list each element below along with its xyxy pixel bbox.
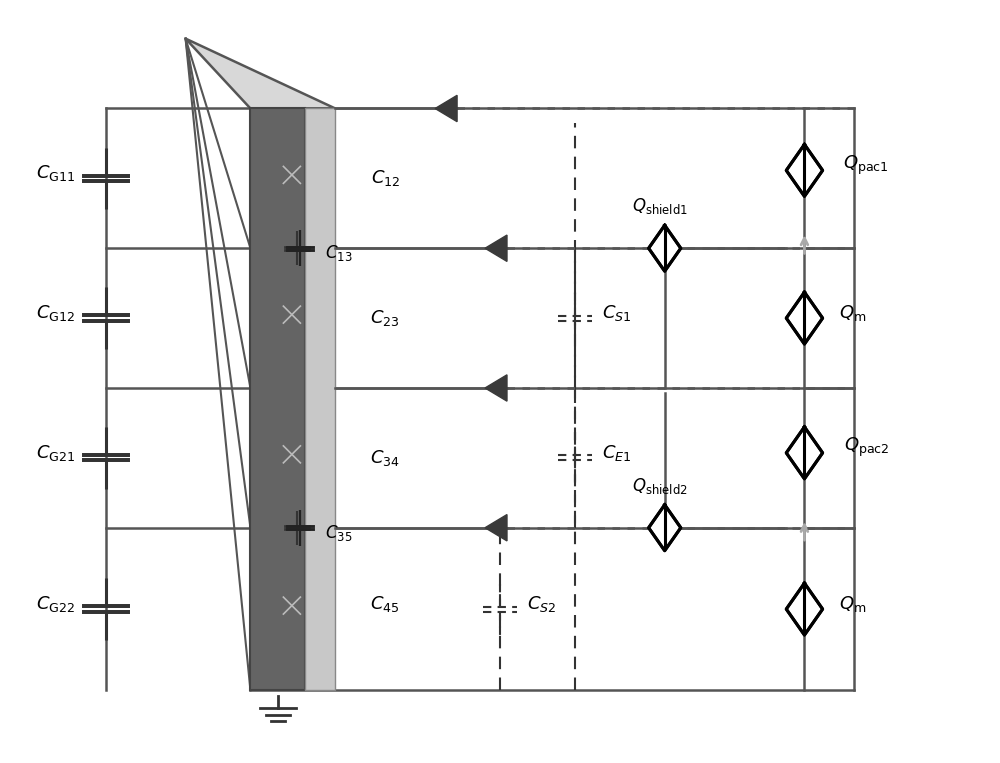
Text: $C_\mathrm{G12}$: $C_\mathrm{G12}$ — [36, 303, 75, 323]
Text: $Q_\mathrm{pac2}$: $Q_\mathrm{pac2}$ — [844, 436, 889, 459]
Text: $C_{13}$: $C_{13}$ — [325, 243, 352, 263]
Text: $C_\mathrm{G11}$: $C_\mathrm{G11}$ — [36, 163, 75, 183]
Polygon shape — [305, 108, 335, 691]
Polygon shape — [786, 144, 823, 196]
Text: $C_{12}$: $C_{12}$ — [371, 169, 400, 188]
Text: $C_{45}$: $C_{45}$ — [370, 594, 400, 614]
Text: $Q_\mathrm{m}$: $Q_\mathrm{m}$ — [839, 594, 866, 614]
Polygon shape — [485, 235, 507, 262]
Polygon shape — [250, 108, 305, 691]
Polygon shape — [649, 505, 681, 551]
Text: $C_{S1}$: $C_{S1}$ — [602, 303, 632, 323]
Polygon shape — [786, 292, 823, 344]
Text: $C_\mathrm{G22}$: $C_\mathrm{G22}$ — [36, 594, 75, 614]
Text: $C_{23}$: $C_{23}$ — [370, 308, 400, 328]
Text: $C_\mathrm{G21}$: $C_\mathrm{G21}$ — [36, 443, 75, 463]
Polygon shape — [786, 583, 823, 635]
Polygon shape — [786, 427, 823, 479]
Text: $Q_\mathrm{shield2}$: $Q_\mathrm{shield2}$ — [632, 476, 688, 496]
Polygon shape — [186, 39, 335, 108]
Text: $C_{34}$: $C_{34}$ — [370, 448, 400, 468]
Polygon shape — [649, 225, 681, 271]
Polygon shape — [485, 375, 507, 401]
Text: $Q_\mathrm{shield1}$: $Q_\mathrm{shield1}$ — [632, 196, 688, 217]
Text: $Q_\mathrm{m}$: $Q_\mathrm{m}$ — [839, 303, 866, 323]
Text: $C_{E1}$: $C_{E1}$ — [602, 443, 631, 463]
Text: $C_{S2}$: $C_{S2}$ — [527, 594, 557, 614]
Polygon shape — [485, 514, 507, 541]
Polygon shape — [435, 95, 457, 121]
Text: $Q_\mathrm{pac1}$: $Q_\mathrm{pac1}$ — [843, 154, 889, 177]
Text: $C_{35}$: $C_{35}$ — [325, 523, 352, 542]
